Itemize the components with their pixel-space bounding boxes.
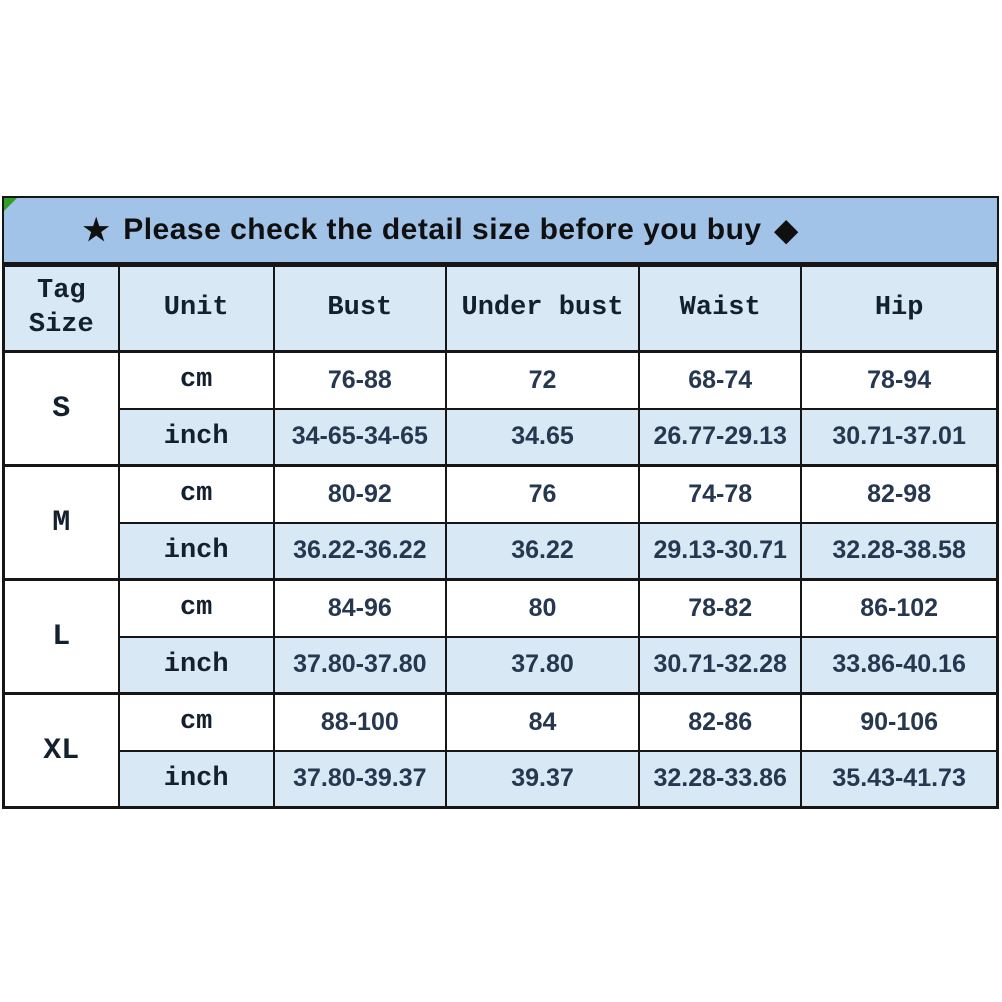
bust-value: 36.22-36.22 bbox=[272, 521, 447, 581]
table-row-s-inch: inch 34-65-34-65 34.65 26.77-29.13 30.71… bbox=[4, 407, 999, 467]
under-bust-value: 37.80 bbox=[444, 635, 641, 695]
under-bust-value: 36.22 bbox=[444, 521, 641, 581]
under-bust-value: 80 bbox=[444, 578, 641, 638]
header-bust: Bust bbox=[272, 264, 447, 353]
hip-value: 86-102 bbox=[800, 578, 999, 638]
table-row-l-inch: inch 37.80-37.80 37.80 30.71-32.28 33.86… bbox=[4, 635, 999, 695]
table-row-s-cm: S cm 76-88 72 68-74 78-94 bbox=[2, 350, 999, 467]
banner-text: Please check the detail size before you … bbox=[123, 213, 762, 246]
bust-value: 37.80-37.80 bbox=[272, 635, 447, 695]
waist-value: 32.28-33.86 bbox=[638, 749, 803, 809]
under-bust-value: 72 bbox=[444, 350, 641, 410]
banner-star-icon: ★ bbox=[82, 213, 111, 247]
waist-value: 26.77-29.13 bbox=[638, 407, 803, 467]
unit-cell: inch bbox=[117, 749, 275, 809]
size-chart-sheet: ★ Please check the detail size before yo… bbox=[2, 196, 999, 809]
banner: ★ Please check the detail size before yo… bbox=[2, 196, 999, 264]
unit-cell: inch bbox=[117, 407, 275, 467]
waist-value: 74-78 bbox=[638, 464, 803, 524]
bust-value: 80-92 bbox=[272, 464, 447, 524]
bust-value: 34-65-34-65 bbox=[272, 407, 447, 467]
bust-value: 76-88 bbox=[272, 350, 447, 410]
hip-value: 35.43-41.73 bbox=[800, 749, 999, 809]
waist-value: 82-86 bbox=[638, 692, 803, 752]
waist-value: 78-82 bbox=[638, 578, 803, 638]
size-label-xl: XL bbox=[2, 692, 120, 809]
under-bust-value: 76 bbox=[444, 464, 641, 524]
unit-cell: cm bbox=[117, 350, 275, 410]
waist-value: 29.13-30.71 bbox=[638, 521, 803, 581]
hip-value: 32.28-38.58 bbox=[800, 521, 999, 581]
unit-cell: cm bbox=[117, 692, 275, 752]
corner-marker-icon bbox=[4, 198, 17, 211]
waist-value: 68-74 bbox=[638, 350, 803, 410]
table-row-xl-inch: inch 37.80-39.37 39.37 32.28-33.86 35.43… bbox=[4, 749, 999, 809]
under-bust-value: 39.37 bbox=[444, 749, 641, 809]
table-row-m-cm: M cm 80-92 76 74-78 82-98 bbox=[2, 464, 999, 581]
table-row-xl-cm: XL cm 88-100 84 82-86 90-106 bbox=[2, 692, 999, 809]
header-row: Tag Size Unit Bust Under bust Waist Hip bbox=[2, 264, 999, 353]
size-chart-table: Tag Size Unit Bust Under bust Waist Hip … bbox=[2, 264, 999, 809]
under-bust-value: 34.65 bbox=[444, 407, 641, 467]
unit-cell: cm bbox=[117, 464, 275, 524]
under-bust-value: 84 bbox=[444, 692, 641, 752]
hip-value: 82-98 bbox=[800, 464, 999, 524]
bust-value: 84-96 bbox=[272, 578, 447, 638]
unit-cell: inch bbox=[117, 521, 275, 581]
banner-diamond-icon: ◆ bbox=[774, 213, 799, 247]
header-under-bust: Under bust bbox=[444, 264, 641, 353]
header-waist: Waist bbox=[638, 264, 803, 353]
table-row-l-cm: L cm 84-96 80 78-82 86-102 bbox=[2, 578, 999, 695]
bust-value: 37.80-39.37 bbox=[272, 749, 447, 809]
bust-value: 88-100 bbox=[272, 692, 447, 752]
size-label-s: S bbox=[2, 350, 120, 467]
hip-value: 78-94 bbox=[800, 350, 999, 410]
header-tag-size: Tag Size bbox=[2, 264, 120, 353]
unit-cell: cm bbox=[117, 578, 275, 638]
hip-value: 33.86-40.16 bbox=[800, 635, 999, 695]
header-unit: Unit bbox=[117, 264, 275, 353]
size-label-m: M bbox=[2, 464, 120, 581]
header-hip: Hip bbox=[800, 264, 999, 353]
table-row-m-inch: inch 36.22-36.22 36.22 29.13-30.71 32.28… bbox=[4, 521, 999, 581]
unit-cell: inch bbox=[117, 635, 275, 695]
waist-value: 30.71-32.28 bbox=[638, 635, 803, 695]
size-label-l: L bbox=[2, 578, 120, 695]
hip-value: 90-106 bbox=[800, 692, 999, 752]
hip-value: 30.71-37.01 bbox=[800, 407, 999, 467]
